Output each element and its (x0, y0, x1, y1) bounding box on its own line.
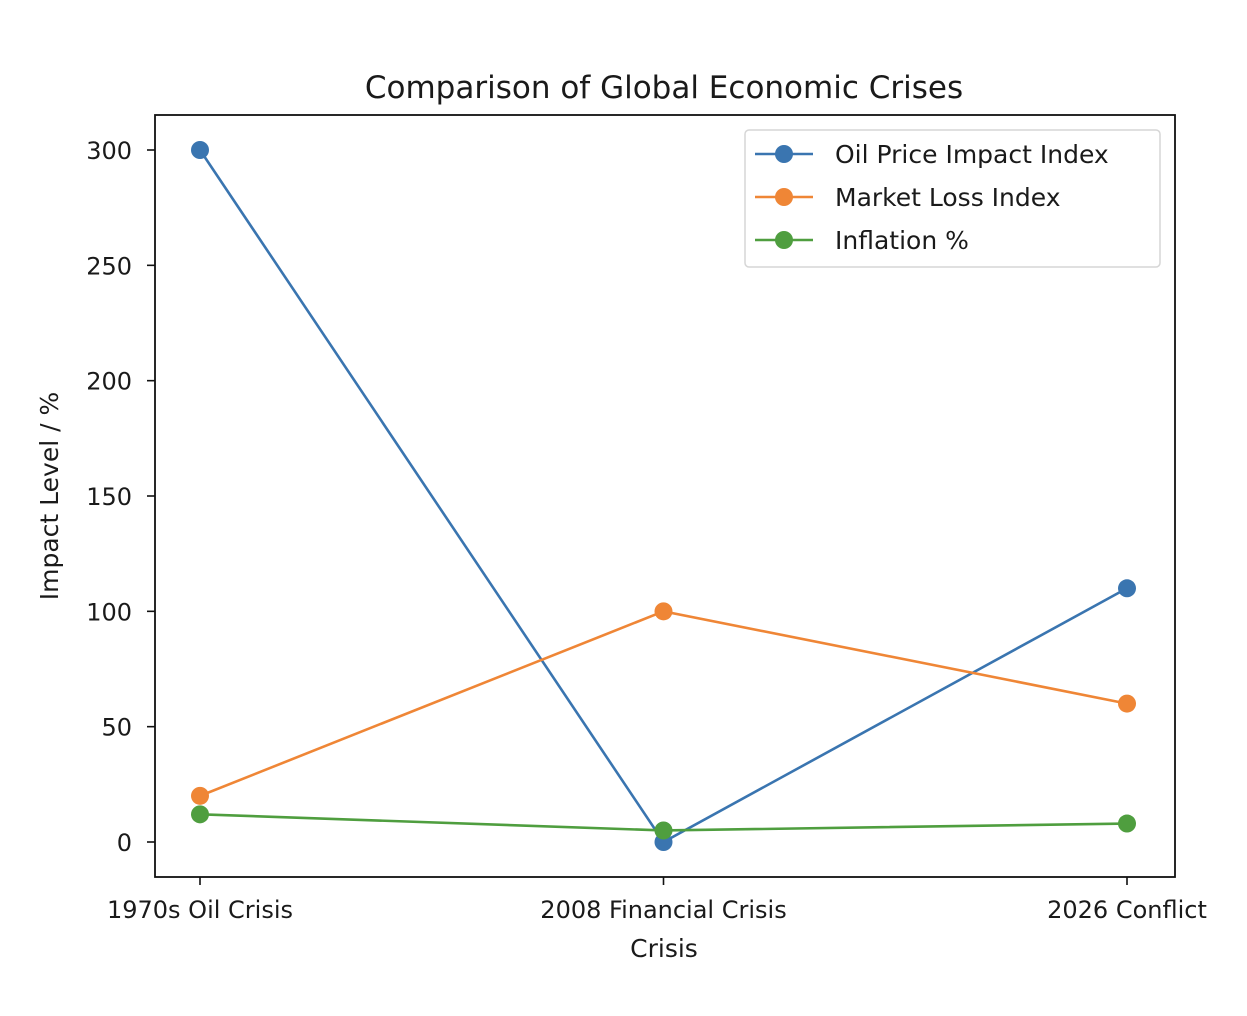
chart-title: Comparison of Global Economic Crises (365, 70, 963, 106)
y-tick-label: 0 (117, 829, 132, 857)
y-tick-label: 150 (86, 483, 132, 511)
series-line (199, 609, 1128, 798)
data-point (1118, 694, 1136, 713)
y-axis: 0 50 100 150 200 250 300 (86, 137, 155, 857)
y-tick-label: 200 (86, 368, 132, 396)
x-tick-label: 1970s Oil Crisis (107, 896, 293, 924)
data-point (654, 602, 673, 621)
legend-label: Market Loss Index (835, 183, 1061, 212)
y-tick-label: 300 (86, 137, 132, 165)
legend-marker (775, 145, 793, 163)
data-point (1118, 579, 1136, 598)
series-inflation (191, 805, 1136, 840)
x-tick-label: 2008 Financial Crisis (540, 896, 786, 924)
legend-marker (775, 231, 793, 249)
x-tick-label: 2026 Conflict (1047, 896, 1207, 924)
legend-marker (775, 188, 793, 206)
x-axis: 1970s Oil Crisis 2008 Financial Crisis 202… (107, 877, 1207, 924)
y-tick-label: 100 (86, 598, 132, 626)
data-point (654, 821, 673, 840)
series-market-loss-index (191, 602, 1136, 805)
data-point (191, 141, 209, 159)
data-point (191, 805, 209, 824)
legend-label: Oil Price Impact Index (835, 140, 1109, 169)
y-tick-label: 250 (86, 252, 132, 280)
data-point (191, 786, 209, 805)
data-point (1118, 814, 1136, 833)
legend-label: Inflation % (835, 226, 969, 255)
legend: Oil Price Impact Index Market Loss Index I… (744, 129, 1161, 268)
y-tick-label: 50 (101, 714, 132, 742)
legend-box (744, 129, 1161, 268)
x-axis-label: Crisis (630, 934, 698, 963)
plot-area (191, 141, 1136, 851)
y-axis-label: Impact Level / % (35, 392, 64, 600)
